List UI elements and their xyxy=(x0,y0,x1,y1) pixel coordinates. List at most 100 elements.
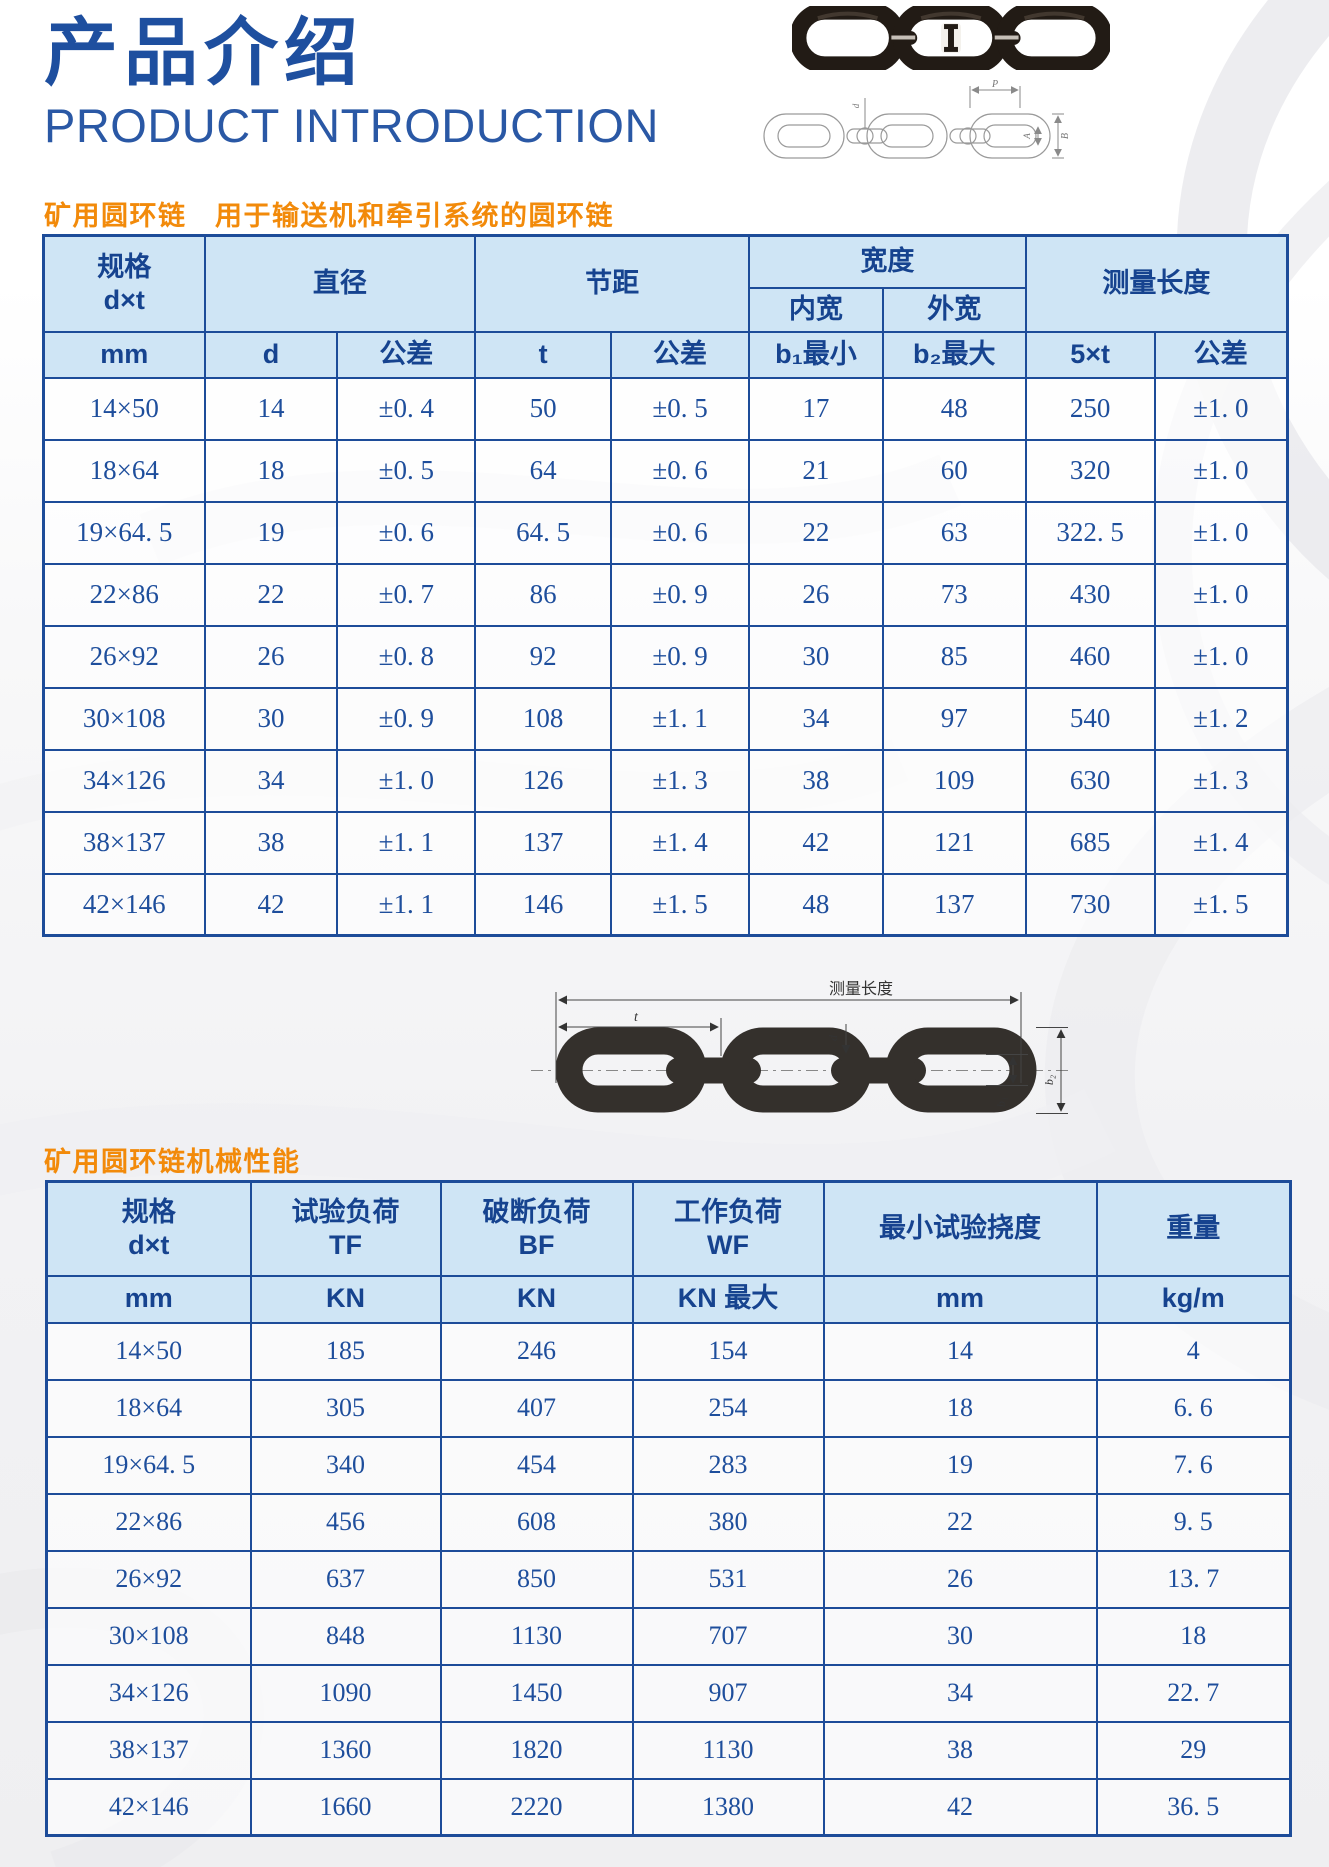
dim-label-d: d xyxy=(826,1034,840,1041)
table-cell: ±1. 1 xyxy=(610,686,750,751)
col-header-diameter: 直径 xyxy=(203,234,477,333)
table-row: 18×64 305 407 254 18 6. 6 xyxy=(45,1378,1292,1438)
table-cell: 907 xyxy=(631,1663,825,1723)
table-cell: 540 xyxy=(1024,686,1156,751)
table-cell: 637 xyxy=(249,1549,442,1609)
table-cell: 14×50 xyxy=(45,1321,252,1381)
table-cell: 60 xyxy=(881,438,1027,503)
table-row: 42×146 42 ±1. 1 146 ±1. 5 48 137 730 ±1. 5 xyxy=(42,872,1289,937)
chain-dimension-diagram: P d A B xyxy=(763,79,1071,159)
table-cell: 22 xyxy=(822,1492,1098,1552)
table-cell: 848 xyxy=(249,1606,442,1666)
table-cell: ±0. 6 xyxy=(336,500,477,565)
table-cell: 36. 5 xyxy=(1095,1777,1292,1837)
table-cell: 42 xyxy=(747,810,884,875)
table-cell: 305 xyxy=(249,1378,442,1438)
dim-label-p: P xyxy=(991,79,998,90)
table-cell: ±1. 5 xyxy=(1153,872,1289,937)
table-row: 22×86 22 ±0. 7 86 ±0. 9 26 73 430 ±1. 0 xyxy=(42,562,1289,627)
table-row: 26×92 26 ±0. 8 92 ±0. 9 30 85 460 ±1. 0 xyxy=(42,624,1289,689)
table-cell: ±1. 1 xyxy=(336,872,477,937)
table-cell: 19×64. 5 xyxy=(42,500,206,565)
table-cell: 121 xyxy=(881,810,1027,875)
table-cell: 18×64 xyxy=(42,438,206,503)
table-row: 30×108 848 1130 707 30 18 xyxy=(45,1606,1292,1666)
table-cell: 137 xyxy=(881,872,1027,937)
table-cell: ±0. 4 xyxy=(336,376,477,441)
table-cell: 92 xyxy=(474,624,613,689)
table-cell: 17 xyxy=(747,376,884,441)
unit-kg-per-m: kg/m xyxy=(1095,1274,1292,1324)
table-cell: 73 xyxy=(881,562,1027,627)
table-cell: 26 xyxy=(822,1549,1098,1609)
table-cell: ±0. 5 xyxy=(336,438,477,503)
table-cell: ±0. 6 xyxy=(610,500,750,565)
table-cell: 26×92 xyxy=(42,624,206,689)
col-header-working-load: 工作负荷 WF xyxy=(631,1180,825,1277)
table-cell: 380 xyxy=(631,1492,825,1552)
table-row: 14×50 185 246 154 14 4 xyxy=(45,1321,1292,1381)
table-cell: ±1. 0 xyxy=(1153,624,1289,689)
table-cell: 42×146 xyxy=(45,1777,252,1837)
unit-t: t xyxy=(474,330,613,379)
unit-tolerance-t: 公差 xyxy=(610,330,750,379)
table-cell: ±1. 0 xyxy=(336,748,477,813)
table-cell: ±0. 7 xyxy=(336,562,477,627)
table-cell: 630 xyxy=(1024,748,1156,813)
table-cell: ±1. 0 xyxy=(1153,562,1289,627)
dim-label-d: d xyxy=(851,103,861,108)
dim-label-t: t xyxy=(634,1010,639,1025)
table-cell: 18 xyxy=(822,1378,1098,1438)
table-cell: 18 xyxy=(203,438,339,503)
table-cell: 22×86 xyxy=(45,1492,252,1552)
table-cell: 26 xyxy=(203,624,339,689)
table-cell: 1450 xyxy=(439,1663,634,1723)
table-row: 22×86 456 608 380 22 9. 5 xyxy=(45,1492,1292,1552)
measure-length-diagram: 测量长度 t d b₁ b₂ xyxy=(531,980,1071,1114)
table-cell: 850 xyxy=(439,1549,634,1609)
unit-tolerance-length: 公差 xyxy=(1153,330,1289,379)
table-cell: 1130 xyxy=(631,1720,825,1780)
table-cell: ±1. 2 xyxy=(1153,686,1289,751)
dim-label-b1: b₁ xyxy=(994,1097,1008,1107)
dim-label-b2: b₂ xyxy=(1042,1075,1056,1085)
page-title: 产品介绍 xyxy=(44,11,364,94)
table-cell: 29 xyxy=(1095,1720,1292,1780)
unit-mm: mm xyxy=(42,330,206,379)
table-cell: 108 xyxy=(474,686,613,751)
unit-kn-max: KN 最大 xyxy=(631,1274,825,1324)
table-cell: 454 xyxy=(439,1435,634,1495)
table-cell: 22×86 xyxy=(42,562,206,627)
table-cell: 1380 xyxy=(631,1777,825,1837)
dimensions-table-body: 14×50 14 ±0. 4 50 ±0. 5 17 48 250 ±1. 0 18×64 18 ±0… xyxy=(42,376,1289,937)
table-cell: 254 xyxy=(631,1378,825,1438)
table-cell: 18 xyxy=(1095,1606,1292,1666)
table-cell: 34 xyxy=(822,1663,1098,1723)
table-cell: 26 xyxy=(747,562,884,627)
table-cell: 246 xyxy=(439,1321,634,1381)
table-cell: 531 xyxy=(631,1549,825,1609)
table-cell: 608 xyxy=(439,1492,634,1552)
table-cell: 685 xyxy=(1024,810,1156,875)
table-row: 42×146 1660 2220 1380 42 36. 5 xyxy=(45,1777,1292,1837)
table-cell: 456 xyxy=(249,1492,442,1552)
unit-b1-min: b₁最小 xyxy=(747,330,884,379)
table-cell: ±0. 8 xyxy=(336,624,477,689)
table-cell: 34×126 xyxy=(45,1663,252,1723)
table-cell: 13. 7 xyxy=(1095,1549,1292,1609)
table-cell: 42×146 xyxy=(42,872,206,937)
table-cell: 48 xyxy=(747,872,884,937)
table-cell: ±1. 4 xyxy=(610,810,750,875)
mechanical-properties-table: 规格 d×t 试验负荷 TF 破断负荷 BF 工作负荷 WF 最小试验挠度 重量 xyxy=(45,1180,1292,1837)
table-row: 38×137 1360 1820 1130 38 29 xyxy=(45,1720,1292,1780)
outline-chain xyxy=(763,113,1051,159)
table-cell: 50 xyxy=(474,376,613,441)
table-cell: 283 xyxy=(631,1435,825,1495)
unit-d: d xyxy=(203,330,339,379)
table-cell: 30×108 xyxy=(45,1606,252,1666)
table-cell: 19 xyxy=(203,500,339,565)
table-cell: 7. 6 xyxy=(1095,1435,1292,1495)
table-cell: 250 xyxy=(1024,376,1156,441)
table-cell: ±1. 0 xyxy=(1153,376,1289,441)
